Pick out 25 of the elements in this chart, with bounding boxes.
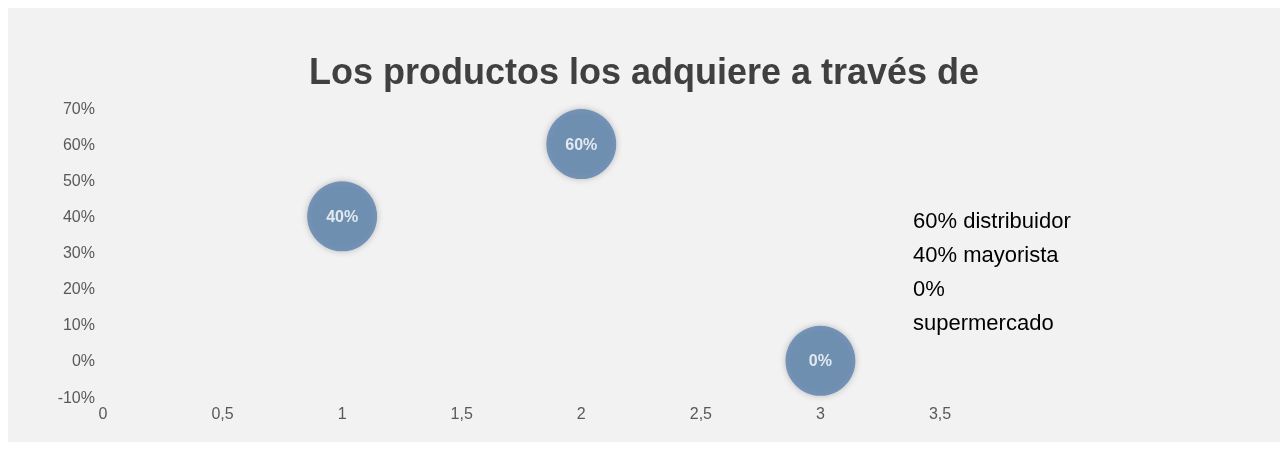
data-label: 60% (565, 135, 598, 153)
x-tick-label: 3,5 (928, 404, 952, 422)
data-label: 0% (808, 352, 832, 370)
x-tick-label: 2 (576, 404, 586, 422)
y-tick-label: 50% (62, 171, 95, 189)
annotation: supermercado (913, 309, 1054, 335)
y-tick-label: 60% (62, 135, 95, 153)
annotation: 40% mayorista (913, 241, 1060, 267)
x-tick-label: 2,5 (689, 404, 713, 422)
y-tick-label: 40% (62, 207, 95, 225)
x-tick-label: 0,5 (211, 404, 234, 422)
y-tick-label: 30% (62, 244, 95, 261)
y-tick-label: 10% (62, 316, 95, 334)
x-tick-label: 0 (98, 404, 108, 422)
data-label: 40% (326, 207, 359, 225)
y-tick-label: 0% (71, 352, 95, 370)
y-tick-label: 70% (62, 99, 95, 117)
y-tick-label: -10% (57, 388, 95, 406)
x-tick-label: 1 (337, 404, 347, 422)
annotation: 60% distribuidor (913, 207, 1071, 233)
y-tick-label: 20% (62, 280, 95, 298)
chart-title: Los productos los adquiere a través de (308, 50, 980, 92)
x-tick-label: 3 (815, 404, 825, 422)
x-tick-label: 1,5 (450, 404, 473, 422)
annotation: 0% (913, 275, 945, 301)
